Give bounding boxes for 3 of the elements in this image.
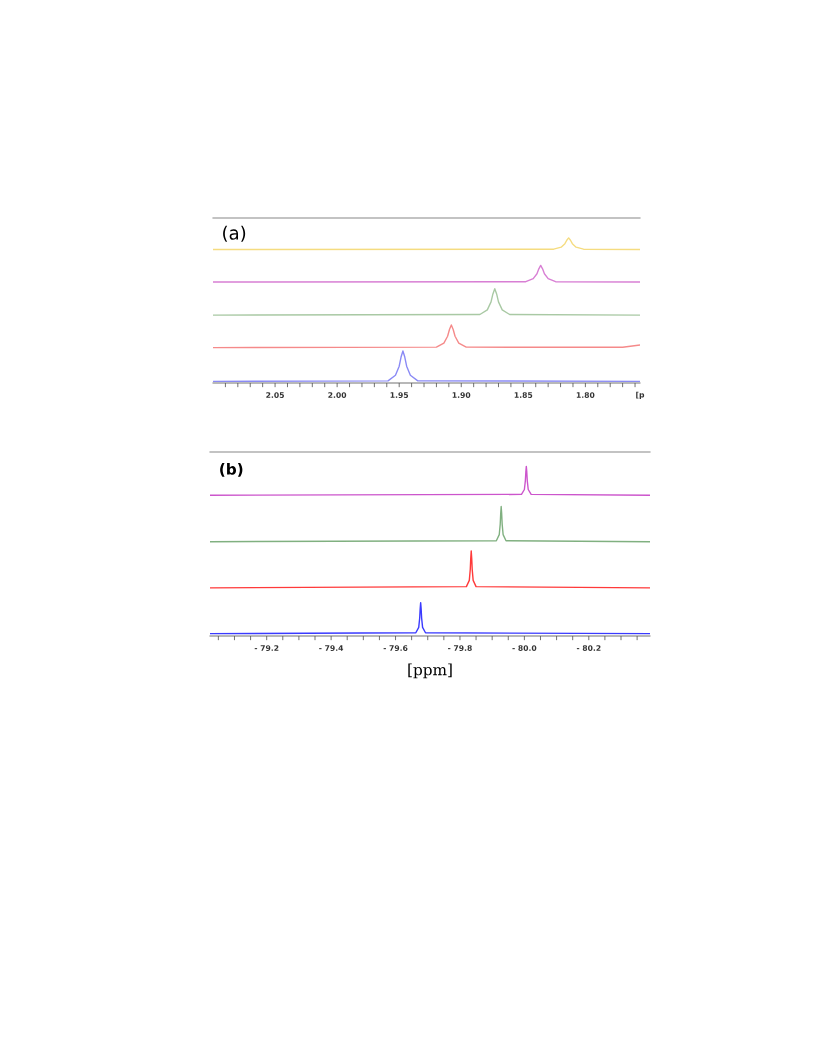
x-axis-title: [ppm] — [408, 663, 452, 679]
annotation: (a) — [223, 225, 246, 242]
annotation: (b) — [220, 463, 243, 477]
